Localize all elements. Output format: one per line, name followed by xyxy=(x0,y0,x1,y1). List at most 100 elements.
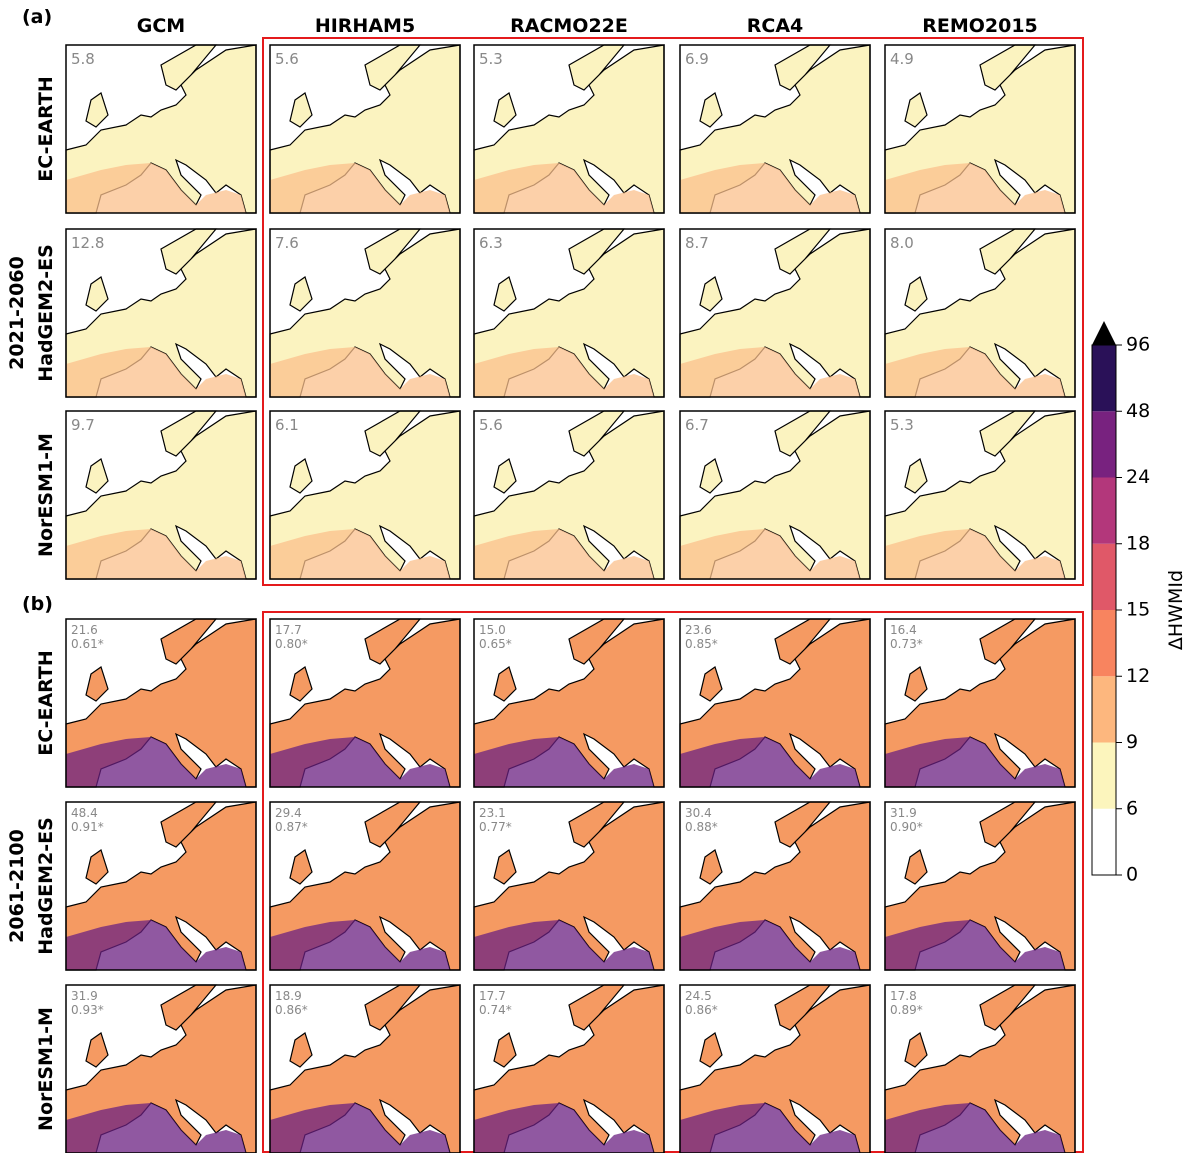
period-label: 2061-2100 xyxy=(6,829,28,943)
panel-annotation: 0.80* xyxy=(275,637,308,651)
panel-annotation: 0.90* xyxy=(890,820,923,834)
panel-annotation: 7.6 xyxy=(275,234,299,252)
panel-annotation: 5.3 xyxy=(479,50,503,68)
panel-annotation: 17.8 xyxy=(890,989,917,1003)
panel-annotation: 0.89* xyxy=(890,1003,923,1017)
panel-annotation: 0.77* xyxy=(479,820,512,834)
panel-annotation: 29.4 xyxy=(275,806,302,820)
map-panel: 5.6 xyxy=(474,411,664,579)
panel-annotation: 23.1 xyxy=(479,806,506,820)
map-panel: 17.70.74* xyxy=(474,985,664,1153)
map-panel: 17.70.80* xyxy=(270,619,460,787)
colorbar-segment xyxy=(1092,743,1116,809)
map-panel: 21.60.61* xyxy=(66,619,256,787)
panel-annotation: 24.5 xyxy=(685,989,712,1003)
row-label: EC-EARTH xyxy=(35,76,57,182)
column-header: HIRHAM5 xyxy=(315,15,415,37)
map-panel: 23.10.77* xyxy=(474,802,664,970)
map-panel: 23.60.85* xyxy=(680,619,870,787)
colorbar-tick-label: 12 xyxy=(1126,665,1150,687)
panel-annotation: 4.9 xyxy=(890,50,914,68)
map-panel: 6.7 xyxy=(680,411,870,579)
column-header: GCM xyxy=(137,15,185,37)
colorbar-label: ΔHWMId xyxy=(1165,570,1186,650)
colorbar-tick-label: 24 xyxy=(1126,466,1150,488)
panel-annotation: 0.93* xyxy=(71,1003,104,1017)
panel-annotation: 31.9 xyxy=(890,806,917,820)
panel-annotation: 17.7 xyxy=(479,989,506,1003)
figure: (a)(b)GCMHIRHAM5RACMO22ERCA4REMO20152021… xyxy=(0,0,1186,1153)
period-label: 2021-2060 xyxy=(6,256,28,370)
panel-annotation: 5.3 xyxy=(890,416,914,434)
panel-annotation: 17.7 xyxy=(275,623,302,637)
panel-annotation: 8.0 xyxy=(890,234,914,252)
panel-annotation: 5.8 xyxy=(71,50,95,68)
panel-label: (a) xyxy=(22,6,52,28)
colorbar-tick-label: 48 xyxy=(1126,400,1150,422)
panel-annotation: 0.86* xyxy=(685,1003,718,1017)
panel-annotation: 6.7 xyxy=(685,416,709,434)
map-panel: 9.7 xyxy=(66,411,256,579)
map-panel: 6.9 xyxy=(680,45,870,213)
row-label: HadGEM2-ES xyxy=(35,244,57,382)
panel-annotation: 8.7 xyxy=(685,234,709,252)
map-panel: 7.6 xyxy=(270,229,460,397)
colorbar-segment xyxy=(1092,345,1116,411)
panel-annotation: 23.6 xyxy=(685,623,712,637)
panel-annotation: 0.87* xyxy=(275,820,308,834)
map-panel: 48.40.91* xyxy=(66,802,256,970)
colorbar-tick-label: 96 xyxy=(1126,334,1150,356)
colorbar-tick-label: 6 xyxy=(1126,797,1138,819)
map-panel: 4.9 xyxy=(885,45,1075,213)
panel-annotation: 16.4 xyxy=(890,623,917,637)
panel-annotation: 0.74* xyxy=(479,1003,512,1017)
panel-annotation: 18.9 xyxy=(275,989,302,1003)
colorbar-tick-label: 15 xyxy=(1126,599,1150,621)
panel-annotation: 6.9 xyxy=(685,50,709,68)
map-panel: 5.6 xyxy=(270,45,460,213)
map-panel: 6.3 xyxy=(474,229,664,397)
map-panel: 16.40.73* xyxy=(885,619,1075,787)
map-panel: 24.50.86* xyxy=(680,985,870,1153)
panel-annotation: 0.91* xyxy=(71,820,104,834)
colorbar-tick-label: 0 xyxy=(1126,864,1138,886)
colorbar-extend xyxy=(1092,321,1116,345)
map-panel: 31.90.90* xyxy=(885,802,1075,970)
row-label: HadGEM2-ES xyxy=(35,817,57,955)
map-panel: 8.0 xyxy=(885,229,1075,397)
panel-annotation: 0.86* xyxy=(275,1003,308,1017)
panel-annotation: 15.0 xyxy=(479,623,506,637)
colorbar-segment xyxy=(1092,478,1116,544)
panel-annotation: 31.9 xyxy=(71,989,98,1003)
column-header: REMO2015 xyxy=(922,15,1038,37)
map-panel: 18.90.86* xyxy=(270,985,460,1153)
panel-annotation: 5.6 xyxy=(479,416,503,434)
panel-label: (b) xyxy=(22,593,53,615)
colorbar-segment xyxy=(1092,610,1116,676)
panel-annotation: 5.6 xyxy=(275,50,299,68)
colorbar-segment xyxy=(1092,809,1116,875)
panel-annotation: 9.7 xyxy=(71,416,95,434)
row-label: EC-EARTH xyxy=(35,650,57,756)
map-panel: 12.8 xyxy=(66,229,256,397)
panel-annotation: 0.88* xyxy=(685,820,718,834)
map-panel: 29.40.87* xyxy=(270,802,460,970)
map-panel: 5.3 xyxy=(885,411,1075,579)
map-panel: 31.90.93* xyxy=(66,985,256,1153)
map-panel: 6.1 xyxy=(270,411,460,579)
panel-annotation: 12.8 xyxy=(71,234,104,252)
colorbar-segment xyxy=(1092,544,1116,610)
panel-annotation: 30.4 xyxy=(685,806,712,820)
colorbar-segment xyxy=(1092,676,1116,742)
map-panel: 8.7 xyxy=(680,229,870,397)
panel-annotation: 48.4 xyxy=(71,806,98,820)
row-label: NorESM1-M xyxy=(35,1007,57,1131)
colorbar-tick-label: 18 xyxy=(1126,532,1150,554)
map-panel: 5.8 xyxy=(66,45,256,213)
panel-annotation: 0.73* xyxy=(890,637,923,651)
panel-annotation: 6.1 xyxy=(275,416,299,434)
panel-annotation: 0.85* xyxy=(685,637,718,651)
row-label: NorESM1-M xyxy=(35,433,57,557)
panel-annotation: 0.61* xyxy=(71,637,104,651)
colorbar-tick-label: 9 xyxy=(1126,731,1138,753)
